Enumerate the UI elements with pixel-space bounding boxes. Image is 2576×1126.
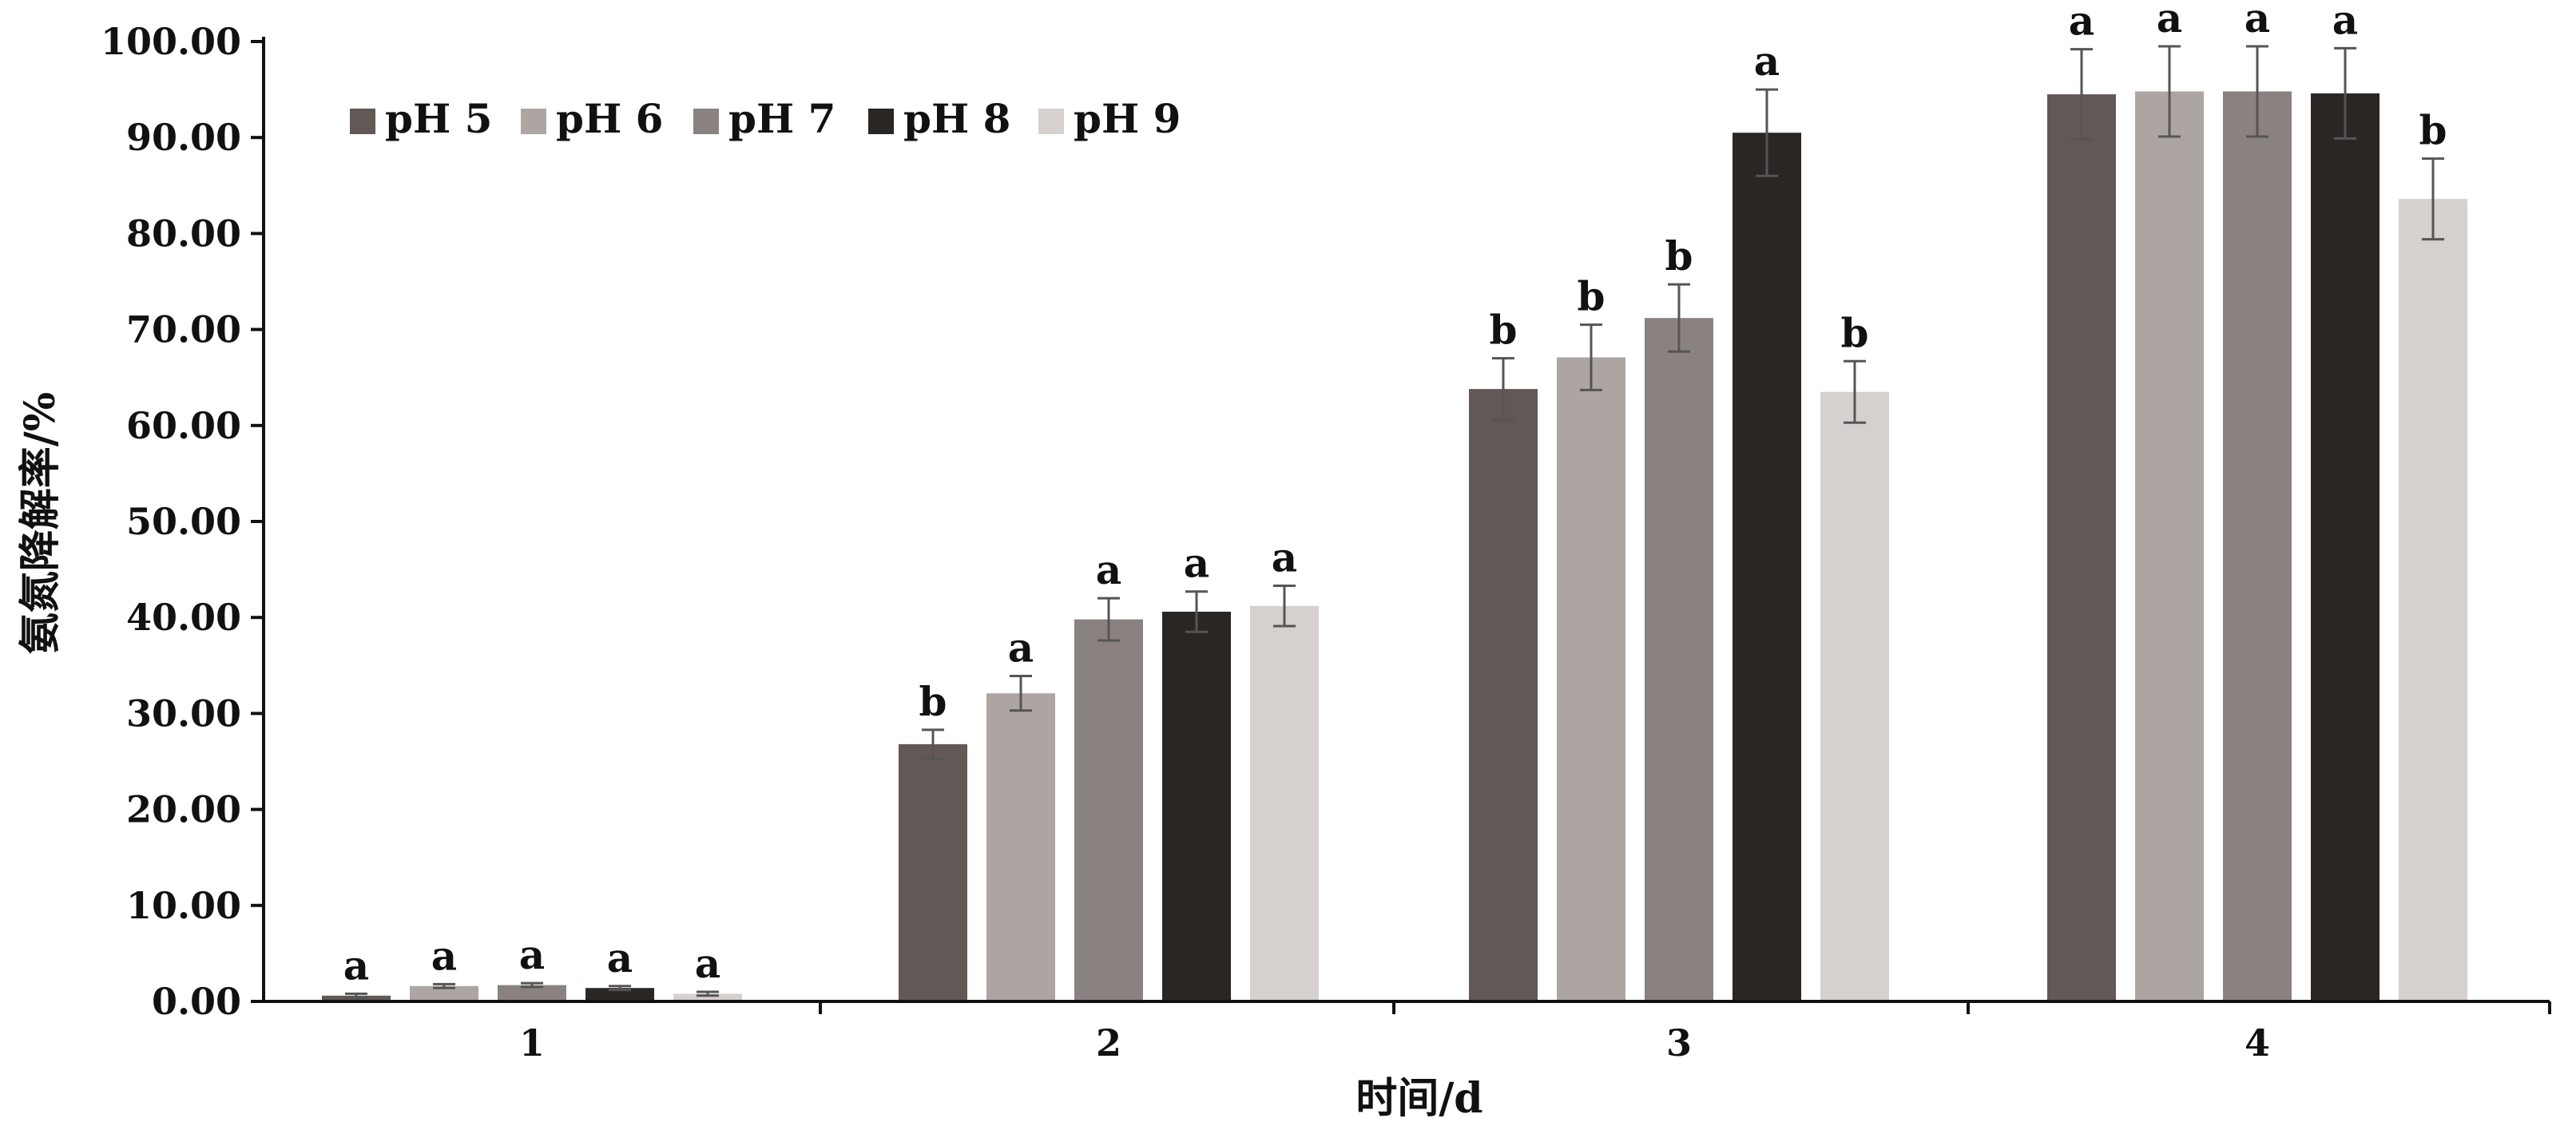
bar-ph8-day-2 (1162, 611, 1231, 1001)
error-bars (345, 45, 2444, 999)
significance-ph5-day-2: b (919, 678, 947, 725)
y-tick-label: 60.00 (126, 404, 241, 447)
bar-ph8-day-3 (1733, 133, 1801, 1002)
significance-ph8-day-3: a (1754, 38, 1780, 85)
bar-ph6-day-1 (410, 985, 478, 1001)
significance-ph7-day-1: a (519, 931, 545, 978)
bar-ph7-day-1 (498, 985, 566, 1001)
significance-ph9-day-1: a (695, 940, 720, 987)
x-tick-label-1: 1 (519, 1021, 545, 1065)
legend-swatch (693, 109, 719, 134)
error-bar-ph8-day-1 (609, 985, 631, 992)
significance-ph5-day-3: b (1490, 307, 1518, 354)
x-tick-label-4: 4 (2245, 1021, 2270, 1065)
significance-ph9-day-3: b (1841, 309, 1869, 356)
error-bar-ph7-day-2 (1097, 597, 1120, 642)
error-bar-ph6-day-3 (1580, 323, 1602, 391)
bars (322, 91, 2467, 1002)
y-tick-label: 50.00 (126, 500, 241, 543)
bar-ph6-day-2 (986, 693, 1055, 1001)
error-bar-ph8-day-2 (1185, 590, 1208, 633)
significance-ph8-day-2: a (1184, 540, 1209, 587)
bar-ph5-day-4 (2047, 94, 2116, 1002)
bar-ph7-day-2 (1074, 619, 1143, 1001)
x-axis-title: 时间/d (1355, 1074, 1482, 1123)
error-bar-ph9-day-3 (1844, 359, 1866, 424)
legend-item-ph9: pH 9 (1038, 95, 1181, 142)
significance-ph5-day-1: a (343, 942, 369, 989)
significance-ph6-day-4: a (2157, 0, 2182, 42)
error-bar-ph8-day-4 (2334, 46, 2356, 140)
error-bar-ph6-day-2 (1010, 675, 1032, 712)
legend-swatch (521, 109, 546, 134)
bar-ph7-day-4 (2223, 91, 2292, 1001)
bar-ph9-day-1 (673, 993, 742, 1001)
bar-ph6-day-4 (2135, 91, 2204, 1001)
x-tick-label-3: 3 (1666, 1021, 1692, 1065)
axes: 0.00 10.00 20.00 30.00 40.00 50.00 60.00 70.00 8… (101, 20, 2551, 1065)
legend-item-ph6: pH 6 (521, 95, 663, 142)
error-bar-ph5-day-1 (345, 992, 367, 999)
significance-ph7-day-2: a (1096, 546, 1121, 593)
significance-ph6-day-1: a (431, 932, 457, 979)
error-bar-ph5-day-4 (2070, 48, 2093, 141)
legend-item-ph5: pH 5 (350, 95, 492, 142)
y-tick-label: 40.00 (126, 596, 241, 639)
y-tick-label: 20.00 (126, 788, 241, 831)
bar-ph5-day-2 (899, 743, 967, 1001)
bar-ph7-day-3 (1645, 318, 1713, 1001)
legend-label: pH 5 (385, 95, 492, 142)
legend-item-ph7: pH 7 (693, 95, 836, 142)
bar-ph6-day-3 (1557, 357, 1625, 1001)
legend-label: pH 9 (1074, 95, 1181, 142)
x-tick-label-2: 2 (1096, 1021, 1121, 1065)
y-tick-label: 100.00 (101, 20, 241, 63)
legend: pH 5 pH 6 pH 7 pH 8 pH 9 (350, 95, 1181, 142)
significance-ph5-day-4: a (2069, 0, 2094, 45)
legend-item-ph8: pH 8 (868, 95, 1010, 142)
error-bar-ph6-day-1 (433, 982, 455, 989)
error-bar-ph7-day-3 (1668, 283, 1690, 353)
error-bar-ph9-day-4 (2422, 157, 2444, 241)
error-bar-ph9-day-2 (1273, 585, 1296, 628)
bar-ph8-day-4 (2311, 93, 2380, 1002)
legend-label: pH 6 (556, 95, 663, 142)
legend-swatch (350, 109, 375, 134)
significance-ph7-day-4: a (2245, 0, 2270, 42)
error-bar-ph7-day-4 (2246, 45, 2268, 138)
y-tick-label: 30.00 (126, 692, 241, 735)
y-tick-label: 0.00 (152, 980, 241, 1023)
legend-swatch (1038, 109, 1064, 134)
error-bar-ph5-day-3 (1492, 357, 1514, 422)
y-axis-title: 氨氮降解率/% (16, 392, 65, 654)
significance-ph8-day-4: a (2332, 0, 2358, 43)
significance-ph9-day-2: a (1272, 534, 1297, 581)
bar-ph5-day-3 (1469, 389, 1538, 1001)
y-tick-label: 80.00 (126, 212, 241, 255)
bar-ph9-day-4 (2399, 199, 2467, 1002)
bar-ph8-day-1 (585, 988, 654, 1001)
y-tick-label: 70.00 (126, 308, 241, 351)
error-bar-ph6-day-4 (2158, 45, 2181, 138)
legend-label: pH 7 (728, 95, 836, 142)
error-bar-ph5-day-2 (922, 728, 944, 760)
legend-swatch (868, 109, 894, 134)
bar-ph9-day-2 (1250, 605, 1319, 1001)
y-tick-label: 90.00 (126, 116, 241, 159)
error-bar-ph8-day-3 (1756, 88, 1778, 177)
significance-ph8-day-1: a (607, 934, 633, 981)
y-tick-label: 10.00 (126, 884, 241, 927)
error-bar-ph9-day-1 (697, 990, 719, 997)
bar-ph9-day-3 (1820, 391, 1889, 1002)
significance-ph9-day-4: b (2419, 107, 2447, 154)
significance-ph6-day-2: a (1008, 624, 1034, 672)
significance-ph6-day-3: b (1578, 273, 1606, 320)
legend-label: pH 8 (903, 95, 1010, 142)
error-bar-ph7-day-1 (521, 981, 543, 989)
significance-labels: a a a a a b a a a a b b b a b a a a a b (343, 0, 2447, 989)
significance-ph7-day-3: b (1665, 232, 1693, 280)
